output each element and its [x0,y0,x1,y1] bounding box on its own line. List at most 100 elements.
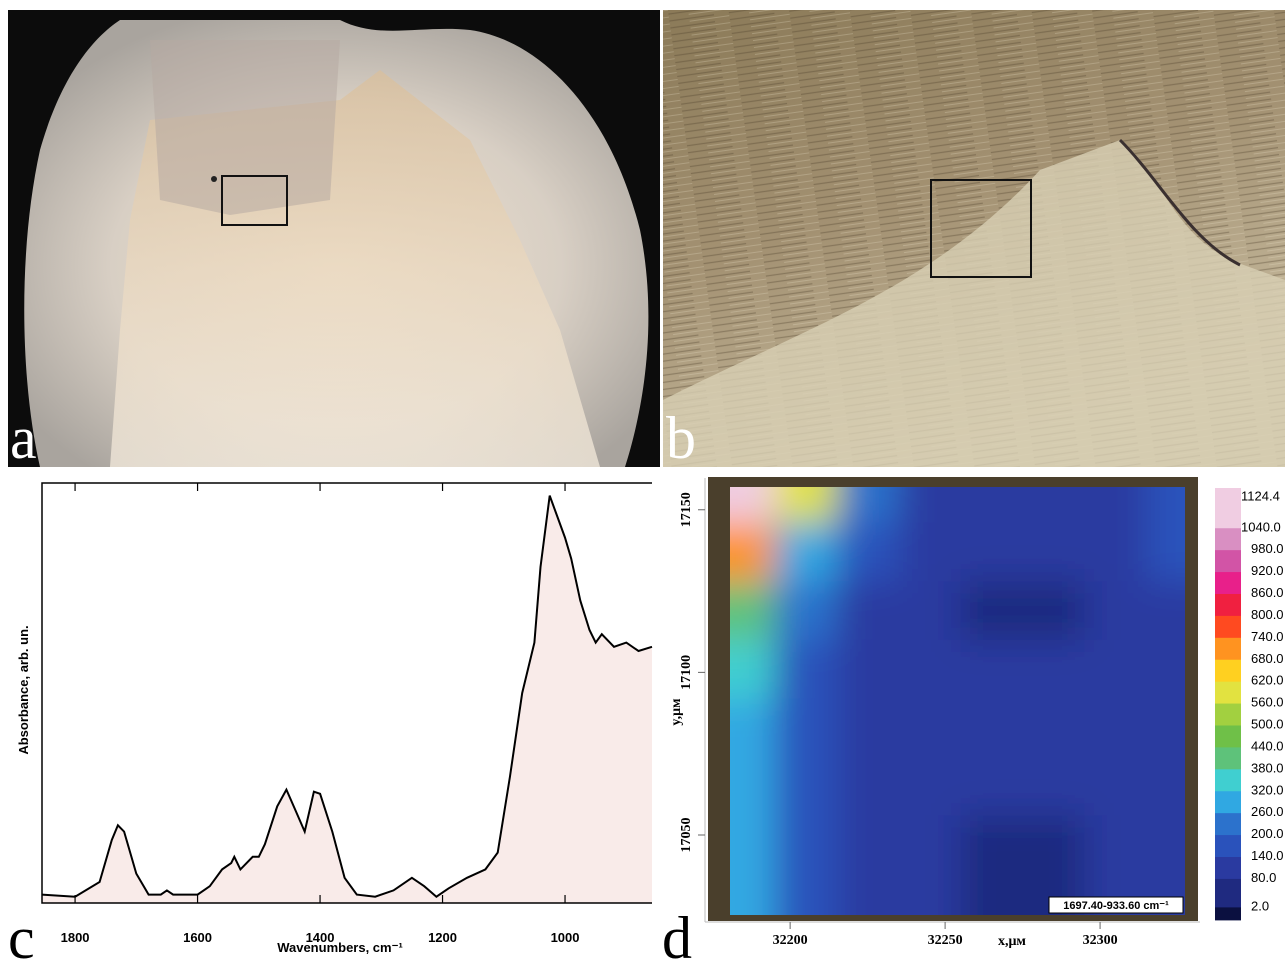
colorbar-band [1215,488,1241,528]
heat-cell [899,698,961,757]
heat-cell [837,698,899,757]
heat-cell [775,581,837,640]
x-tick-label: 1000 [551,930,580,945]
colorbar-label: 320.0 [1251,782,1284,797]
heat-cell [899,523,961,582]
heat-cell [961,815,1023,874]
heat-cell [961,698,1023,757]
heat-cell [1023,581,1085,640]
panel-label: b [666,405,696,471]
x-axis-label: Wavenumbers, cm⁻¹ [277,940,403,955]
colorbar-label: 440.0 [1251,738,1284,753]
colorbar-label: 680.0 [1251,651,1284,666]
heat-cell [775,640,837,699]
heat-cell [1085,815,1147,874]
colorbar-band [1215,594,1241,616]
y-tick-label: 17150 [679,492,694,527]
heat-cell [1023,815,1085,874]
figure: a b c d 18001600140012001000 Wavenumbers… [0,0,1285,960]
colorbar-band [1215,813,1241,835]
heat-cell [961,640,1023,699]
heatmap-cells [670,427,1246,960]
colorbar-band [1215,550,1241,572]
heat-cell [899,581,961,640]
colorbar-band [1215,791,1241,813]
heat-cell [961,757,1023,816]
heat-cell [899,815,961,874]
colorbar-label: 920.0 [1251,563,1284,578]
panel-label: d [662,905,692,960]
colorbar-band [1215,879,1241,908]
heat-cell [1085,757,1147,816]
area [42,496,652,903]
panel-label: a [10,405,37,471]
colorbar-label: 1124.4 [1241,488,1280,503]
colorbar-band [1215,637,1241,659]
heat-cell [775,698,837,757]
heat-cell [1085,581,1147,640]
colorbar-label: 2.0 [1251,898,1269,913]
colorbar-label: 260.0 [1251,804,1284,819]
annotation: 1697.40-933.60 cm⁻¹ [1063,900,1169,912]
y-tick-label: 17050 [679,817,694,852]
heat-cell [1023,523,1085,582]
colorbar-label: 1040.0 [1241,519,1281,534]
y-axis-label: y,μм [669,698,684,726]
heat-cell [837,815,899,874]
heat-cell [775,815,837,874]
colorbar-band [1215,703,1241,725]
colorbar-label: 800.0 [1251,607,1284,622]
x-tick-label: 32200 [773,933,808,948]
heat-cell [1023,698,1085,757]
y-tick-label: 17100 [679,655,694,690]
colorbar-band [1215,857,1241,879]
heat-cell [899,640,961,699]
heat-cell [961,581,1023,640]
colorbar-band [1215,769,1241,791]
colorbar-label: 560.0 [1251,695,1284,710]
heat-cell [775,757,837,816]
colorbar-band [1215,681,1241,703]
colorbar-label: 140.0 [1251,848,1284,863]
x-tick-label: 1200 [428,930,457,945]
heat-cell [837,523,899,582]
heatmap [670,427,1246,960]
colorbar-band [1215,835,1241,857]
colorbar-label: 380.0 [1251,760,1284,775]
heat-cell [1023,640,1085,699]
heat-cell [1023,757,1085,816]
x-tick-label: 1800 [61,930,90,945]
colorbar-band [1215,528,1241,550]
heat-cell [961,523,1023,582]
heat-cell [837,757,899,816]
heat-cell [1085,640,1147,699]
colorbar-band [1215,907,1241,920]
colorbar-label: 740.0 [1251,629,1284,644]
x-tick-label: 32300 [1083,933,1118,948]
panel-label: c [8,905,35,960]
colorbar-band [1215,572,1241,594]
photo-a [8,10,660,467]
x-axis-label: x,μм [998,934,1026,949]
heat-cell [1085,698,1147,757]
colorbar-band [1215,747,1241,769]
colorbar-label: 860.0 [1251,585,1284,600]
colorbar-label: 980.0 [1251,541,1284,556]
heat-cell [837,581,899,640]
x-tick-label: 1600 [183,930,212,945]
colorbar-band [1215,659,1241,681]
colorbar-band [1215,725,1241,747]
colorbar-band [1215,615,1241,637]
heat-cell [775,523,837,582]
colorbar-label: 80.0 [1251,870,1276,885]
colorbar-label: 500.0 [1251,717,1284,732]
colorbar-label: 200.0 [1251,826,1284,841]
colorbar-label: 620.0 [1251,673,1284,688]
x-tick-label: 32250 [928,933,963,948]
heat-cell [1085,523,1147,582]
y-axis-label: Absorbance, arb. un. [16,625,31,754]
heat-cell [837,640,899,699]
photo-b [663,10,1285,467]
heat-cell [899,757,961,816]
